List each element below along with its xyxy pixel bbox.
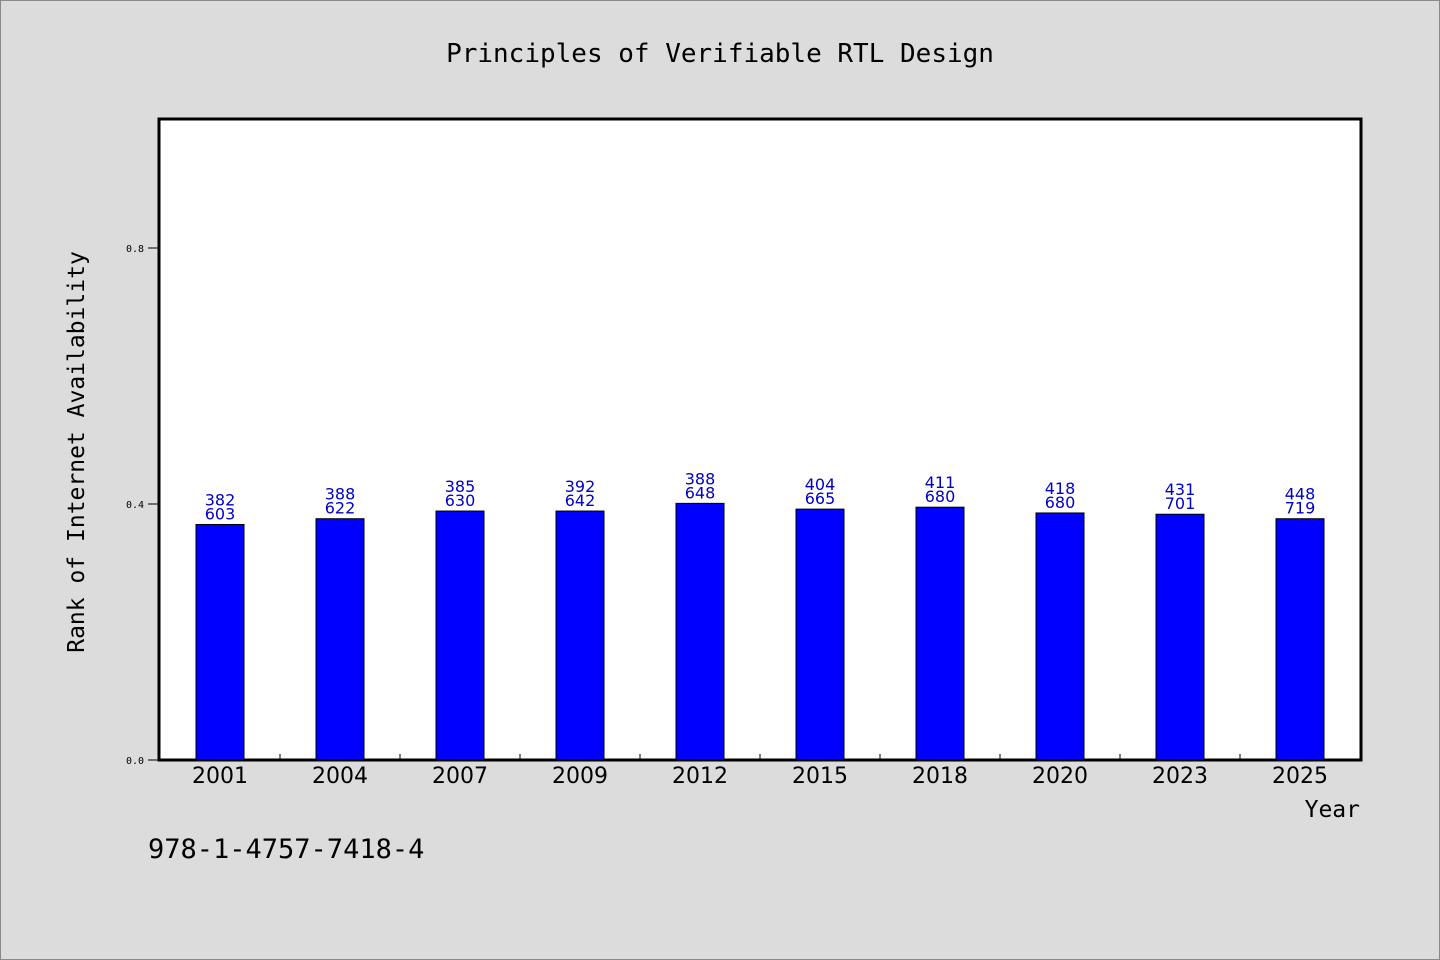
bar-value-label: 388 bbox=[325, 485, 356, 504]
x-tick-label: 2004 bbox=[312, 764, 368, 789]
isbn-footer: 978-1-4757-7418-4 bbox=[148, 834, 425, 865]
bar-value-label: 701 bbox=[1165, 494, 1196, 513]
x-tick-label: 2023 bbox=[1152, 764, 1208, 789]
bar-value-label: 603 bbox=[205, 504, 236, 523]
bar-value-label: 642 bbox=[565, 491, 596, 510]
bar-value-label: 388 bbox=[685, 469, 716, 488]
bar bbox=[315, 518, 365, 761]
bar-value-label: 680 bbox=[925, 487, 956, 506]
bars bbox=[195, 502, 1325, 761]
y-axis-label: Rank of Internet Availability bbox=[64, 251, 90, 653]
bar-value-label: 622 bbox=[325, 499, 356, 518]
bar-value-label: 385 bbox=[445, 477, 476, 496]
bar bbox=[675, 502, 725, 761]
x-axis-label: Year bbox=[1305, 797, 1360, 823]
x-tick-label: 2012 bbox=[672, 764, 728, 789]
bar bbox=[795, 508, 845, 761]
bar-value-label: 411 bbox=[925, 473, 956, 492]
bar-value-label: 418 bbox=[1045, 479, 1076, 498]
bar-value-label: 665 bbox=[805, 489, 836, 508]
x-tick-label: 2025 bbox=[1272, 764, 1328, 789]
bar bbox=[1035, 512, 1085, 761]
bar-value-label: 630 bbox=[445, 491, 476, 510]
x-tick-label: 2001 bbox=[192, 764, 248, 789]
bar-value-label: 382 bbox=[205, 490, 236, 509]
bar-value-label: 404 bbox=[805, 475, 836, 494]
bar bbox=[1155, 513, 1205, 761]
bar-value-label: 392 bbox=[565, 477, 596, 496]
bar bbox=[1275, 518, 1325, 761]
y-axis: 0.0 0.4 0.8 bbox=[126, 244, 160, 767]
bar bbox=[195, 523, 245, 761]
bar bbox=[915, 506, 965, 761]
x-tick-label: 2007 bbox=[432, 764, 488, 789]
x-tick-label: 2015 bbox=[792, 764, 848, 789]
chart-title: Principles of Verifiable RTL Design bbox=[446, 39, 994, 69]
bar bbox=[435, 510, 485, 761]
bar-value-label: 719 bbox=[1285, 499, 1316, 518]
y-tick-label: 0.0 bbox=[126, 756, 144, 767]
x-axis: 2001 2004 2007 2009 2012 2015 2018 2020 2023 2025 bbox=[192, 754, 1328, 789]
bar-value-label: 448 bbox=[1285, 485, 1316, 504]
x-tick-label: 2020 bbox=[1032, 764, 1088, 789]
y-tick-label: 0.8 bbox=[126, 244, 144, 255]
bar-value-label: 680 bbox=[1045, 493, 1076, 512]
bar-value-label: 648 bbox=[685, 483, 716, 502]
x-tick-label: 2009 bbox=[552, 764, 608, 789]
bar bbox=[555, 510, 605, 761]
y-tick-label: 0.4 bbox=[126, 500, 144, 511]
bar-value-label: 431 bbox=[1165, 480, 1196, 499]
x-tick-label: 2018 bbox=[912, 764, 968, 789]
